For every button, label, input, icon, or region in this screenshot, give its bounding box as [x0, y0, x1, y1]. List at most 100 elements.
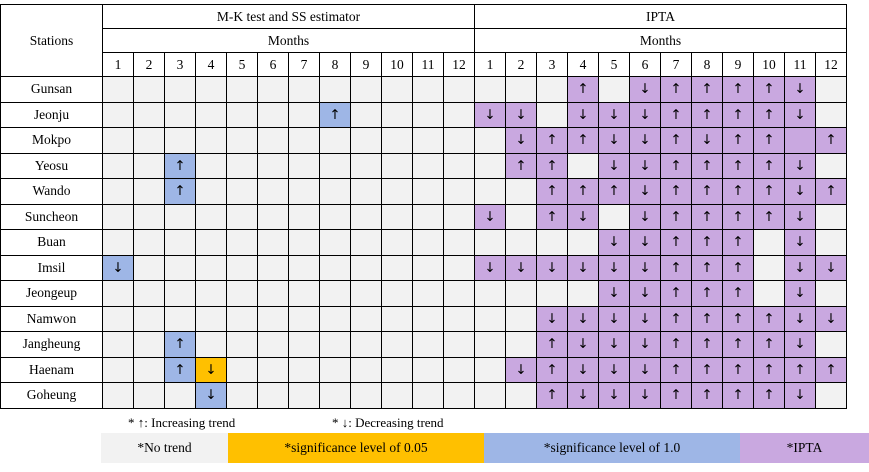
ipta-cell: ↑	[722, 280, 754, 307]
ipta-cell: ↑	[660, 101, 692, 128]
ipta-cell: ↑	[753, 178, 785, 205]
ipta-cell: ↑	[722, 229, 754, 256]
ipta-month-3: 3	[536, 52, 568, 77]
ipta-cell	[536, 229, 568, 256]
ipta-cell: ↓	[567, 254, 599, 281]
mk-month-10: 10	[381, 52, 413, 77]
mk-cell	[257, 305, 289, 332]
mk-cell	[443, 76, 475, 103]
mk-cell	[102, 76, 134, 103]
ipta-cell: ↑	[722, 254, 754, 281]
ipta-cell: ↓	[629, 280, 661, 307]
station-name: Haenam	[0, 356, 103, 383]
station-name: Goheung	[0, 382, 103, 409]
mk-month-12: 12	[443, 52, 475, 77]
ipta-cell	[536, 280, 568, 307]
table-row: Gunsan ↑ ↓ ↑ ↑ ↑ ↑ ↓	[0, 76, 847, 103]
mk-cell	[412, 280, 444, 307]
mk-cell	[443, 331, 475, 358]
ipta-cell	[474, 76, 506, 103]
mk-cell	[226, 203, 258, 230]
ipta-month-10: 10	[753, 52, 785, 77]
mk-cell	[288, 101, 320, 128]
increasing-note: * ↑: Increasing trend	[128, 415, 236, 430]
ipta-cell: ↓	[815, 305, 847, 332]
station-name: Mokpo	[0, 127, 103, 154]
mk-cell	[288, 203, 320, 230]
mk-cell	[226, 178, 258, 205]
ipta-cell: ↑	[691, 152, 723, 179]
ipta-cell	[815, 101, 847, 128]
mk-cell	[133, 178, 165, 205]
ipta-cell: ↑	[722, 127, 754, 154]
ipta-cell: ↓	[598, 254, 630, 281]
table-row: Wando ↑ ↑ ↑ ↑ ↓ ↑ ↑ ↑ ↑ ↓ ↑	[0, 178, 847, 205]
mk-cell	[164, 127, 196, 154]
ipta-cell	[474, 305, 506, 332]
ipta-cell	[474, 356, 506, 383]
mk-cell	[443, 203, 475, 230]
mk-cell	[443, 382, 475, 409]
station-name: Yeosu	[0, 152, 103, 179]
mk-cell	[288, 331, 320, 358]
ipta-cell: ↑	[753, 305, 785, 332]
station-name: Jeonju	[0, 101, 103, 128]
station-name: Suncheon	[0, 203, 103, 230]
ipta-cell: ↑	[536, 203, 568, 230]
mk-cell	[319, 203, 351, 230]
ipta-cell	[505, 76, 537, 103]
mk-cell	[288, 229, 320, 256]
ipta-cell	[474, 331, 506, 358]
ipta-month-4: 4	[567, 52, 599, 77]
mk-cell	[102, 356, 134, 383]
ipta-cell	[474, 127, 506, 154]
mk-cell	[350, 254, 382, 281]
mk-cell	[257, 356, 289, 383]
mk-cell	[443, 178, 475, 205]
mk-cell	[195, 229, 227, 256]
ipta-cell: ↑	[660, 203, 692, 230]
ipta-cell	[474, 280, 506, 307]
mk-cell	[257, 178, 289, 205]
arrow-legend-note: * ↑: Increasing trend * ↓: Decreasing tr…	[0, 413, 869, 433]
ipta-cell: ↑	[753, 152, 785, 179]
ipta-cell: ↓	[629, 76, 661, 103]
mk-cell	[443, 305, 475, 332]
ipta-cell: ↑	[691, 101, 723, 128]
trend-table: Stations M-K test and SS estimator IPTA …	[0, 4, 847, 409]
mk-cell	[350, 76, 382, 103]
mk-cell	[288, 280, 320, 307]
ipta-cell: ↑	[660, 280, 692, 307]
ipta-cell: ↑	[691, 356, 723, 383]
mk-cell	[288, 382, 320, 409]
station-name: Gunsan	[0, 76, 103, 103]
ipta-cell: ↑	[722, 356, 754, 383]
mk-cell	[412, 101, 444, 128]
ipta-cell	[505, 305, 537, 332]
mk-cell	[195, 331, 227, 358]
mk-cell	[350, 152, 382, 179]
ipta-cell: ↓	[598, 152, 630, 179]
ipta-cell: ↓	[784, 203, 816, 230]
mk-cell	[412, 127, 444, 154]
mk-cell	[319, 331, 351, 358]
ipta-cell: ↑	[536, 127, 568, 154]
header-row-2: Months Months	[1, 28, 847, 53]
table-row: Namwon ↓ ↓ ↓ ↓ ↑ ↑ ↑ ↑ ↓ ↓	[0, 305, 847, 332]
mk-cell	[257, 229, 289, 256]
ipta-cell: ↓	[505, 127, 537, 154]
ipta-cell: ↑	[660, 356, 692, 383]
ipta-cell	[505, 229, 537, 256]
mk-cell	[412, 305, 444, 332]
ipta-cell: ↓	[629, 331, 661, 358]
mk-cell	[226, 331, 258, 358]
ipta-cell: ↓	[784, 280, 816, 307]
station-name: Imsil	[0, 254, 103, 281]
mk-cell	[133, 76, 165, 103]
ipta-cell: ↓	[629, 203, 661, 230]
mk-months-header: Months	[102, 28, 475, 53]
ipta-cell: ↓	[784, 178, 816, 205]
mk-cell	[195, 101, 227, 128]
ipta-cell: ↓	[629, 127, 661, 154]
mk-cell	[350, 178, 382, 205]
